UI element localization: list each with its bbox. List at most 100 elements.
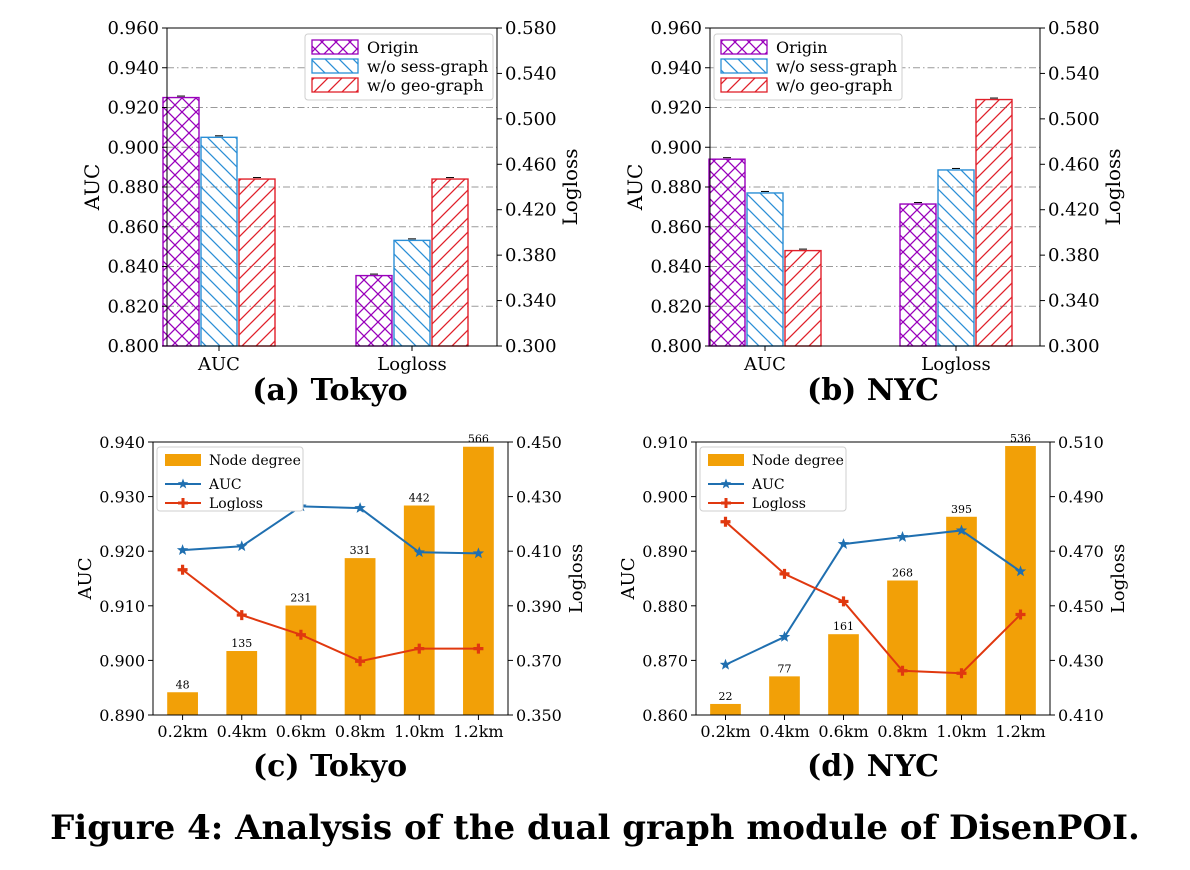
legend-label: Origin [367,38,419,57]
y-tick-label-left: 0.860 [650,217,702,238]
bar-value-label: 566 [468,433,489,446]
x-tick-label: AUC [197,354,240,375]
y-tick-label-right: 0.430 [516,488,562,507]
legend-swatch [311,77,359,93]
x-tick-label: 0.6km [276,722,326,741]
legend-swatch [720,58,768,74]
y-tick-label-left: 0.940 [650,58,702,79]
y-tick-label-left: 0.940 [99,433,145,452]
y-axis-label-left: AUC [75,558,96,601]
legend-label: Origin [776,38,828,57]
legend-swatch [720,39,768,55]
bar-w-o-sess-graph-logloss [393,239,431,347]
y-axis-label-left: AUC [618,558,639,601]
y-axis-label-right: Logloss [1101,148,1125,225]
y-tick-label-right: 0.410 [516,542,562,561]
y-tick-label-left: 0.880 [107,177,159,198]
y-tick-label-left: 0.920 [99,542,145,561]
y-tick-label-right: 0.430 [1058,651,1104,670]
y-tick-label-left: 0.940 [107,58,159,79]
y-tick-label-right: 0.390 [516,597,562,616]
marker-auc [837,538,850,549]
y-tick-label-right: 0.510 [1058,433,1104,452]
marker-auc [955,524,968,536]
bar-value-label: 536 [1010,432,1031,445]
bar-value-label: 395 [951,503,972,516]
marker-logloss [236,610,247,621]
bar-w-o-geo-graph-auc [784,249,822,347]
y-tick-label-right: 0.470 [1058,542,1104,561]
legend-label: AUC [751,477,785,493]
marker-auc [413,546,425,558]
y-tick-label-left: 0.900 [642,488,688,507]
bar-node-degree-0.4km [769,676,800,715]
bar-node-degree-0.6km [828,634,859,715]
marker-logloss [177,564,188,575]
legend-label: w/o sess-graph [776,57,897,76]
y-tick-label-right: 0.500 [1048,109,1100,130]
legend-marker [177,478,189,489]
plot-frame [152,441,509,716]
bar-value-label: 268 [892,567,913,580]
caption-b: (b) NYC [807,373,939,408]
bar-w-o-geo-graph-logloss [975,98,1013,347]
bar-value-label: 22 [719,690,733,703]
y-tick-label-right: 0.300 [1048,336,1100,357]
y-tick-label-left: 0.930 [99,488,145,507]
x-tick-label: 0.2km [157,722,207,741]
legend-label: Logloss [752,496,806,512]
y-axis-label-right: Logloss [566,544,587,613]
y-axis-label-right: Logloss [1108,544,1129,613]
bar-value-label: 77 [778,662,792,675]
x-tick-label: 0.8km [877,722,927,741]
y-tick-label-right: 0.350 [516,706,562,725]
bar-node-degree-1.0km [403,505,435,715]
chart-d-nyc-lines: 22 77 161 268 395 536 0.2km 0.4km 0.6km 0.8km 1.0k… [618,432,1129,741]
y-axis-label-left: AUC [80,164,104,212]
bar-value-label: 442 [409,492,430,505]
y-tick-label-left: 0.880 [650,177,702,198]
y-tick-label-right: 0.300 [505,336,557,357]
y-tick-label-right: 0.490 [1058,488,1104,507]
marker-logloss [355,656,366,667]
bar-value-label: 331 [350,544,371,557]
y-tick-label-right: 0.460 [505,154,557,175]
bar-node-degree-0.8km [887,580,918,715]
legend-label: AUC [208,477,242,493]
legend-label: Node degree [209,453,301,469]
x-tick-label: Logloss [377,354,446,375]
y-tick-label-left: 0.900 [107,137,159,158]
y-axis-label-left: AUC [623,164,647,212]
legend-marker [178,498,188,508]
x-tick-label: AUC [743,354,786,375]
line-logloss [724,520,1022,675]
legend-label: Node degree [752,453,844,469]
chart-c-tokyo-lines: 48 135 231 331 442 566 0.2km 0.4km 0.6km 0.8km 1.0… [75,433,587,741]
legend-swatch [311,58,359,74]
marker-logloss [779,568,790,579]
legend-label: w/o geo-graph [367,76,484,95]
y-tick-label-left: 0.860 [642,706,688,725]
y-tick-label-right: 0.340 [505,291,557,312]
line-auc [725,529,1022,666]
marker-auc [472,547,485,559]
y-tick-label-right: 0.580 [505,18,557,39]
marker-logloss [720,516,731,527]
y-tick-label-left: 0.890 [642,542,688,561]
y-tick-label-right: 0.370 [516,651,562,670]
bar-origin-logloss [899,203,937,347]
marker-auc [236,540,248,552]
y-tick-label-right: 0.540 [1048,63,1100,84]
x-tick-label: 1.2km [995,722,1045,741]
marker-logloss [838,596,849,607]
marker-logloss [956,668,967,679]
y-tick-label-right: 0.460 [1048,154,1100,175]
x-tick-label: 0.4km [217,722,267,741]
x-tick-label: 0.8km [335,722,385,741]
y-tick-label-left: 0.960 [107,18,159,39]
x-tick-label: 1.2km [453,722,503,741]
y-tick-label-right: 0.450 [516,433,562,452]
bar-value-label: 161 [833,620,854,633]
bar-origin-auc [708,158,746,347]
y-tick-label-right: 0.420 [1048,200,1100,221]
